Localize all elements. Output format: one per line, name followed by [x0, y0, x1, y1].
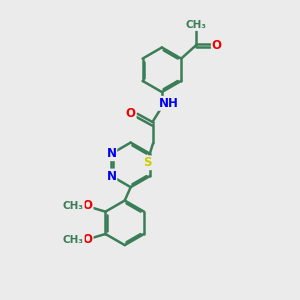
Text: CH₃: CH₃	[63, 235, 84, 245]
Text: O: O	[82, 233, 93, 246]
Text: CH₃: CH₃	[63, 201, 84, 211]
Text: O: O	[212, 39, 222, 52]
Text: CH₃: CH₃	[186, 20, 207, 30]
Text: O: O	[82, 199, 93, 212]
Text: N: N	[106, 169, 116, 182]
Text: S: S	[143, 156, 151, 169]
Text: O: O	[126, 107, 136, 120]
Text: NH: NH	[158, 97, 178, 110]
Text: N: N	[106, 147, 116, 160]
